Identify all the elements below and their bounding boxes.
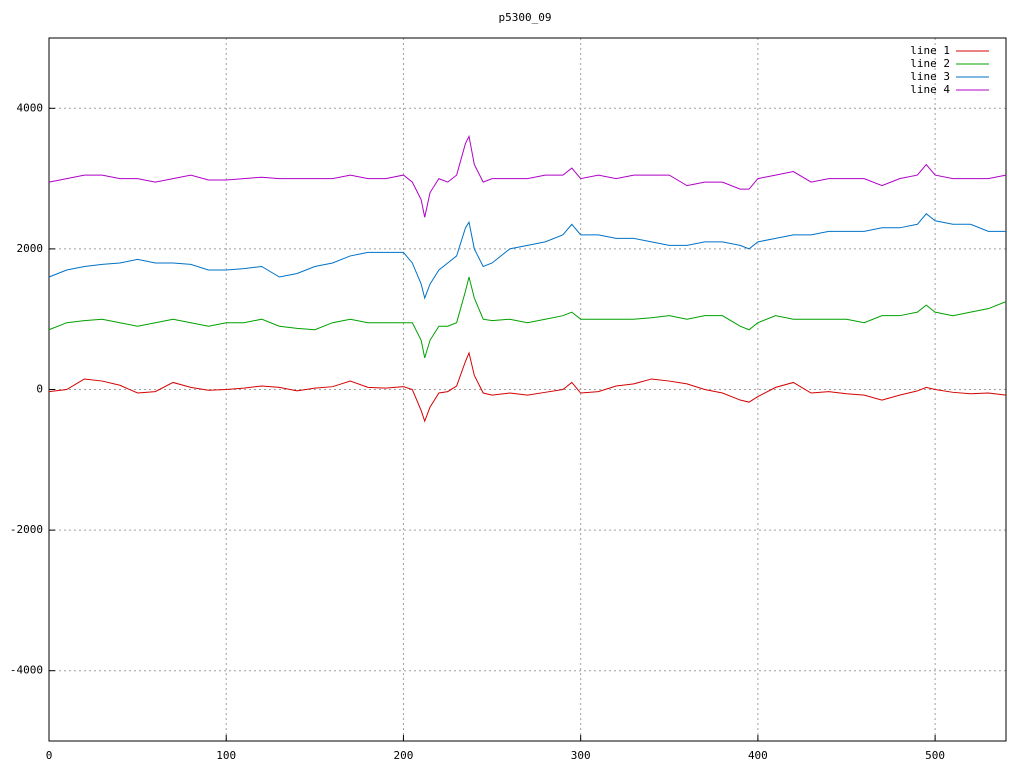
x-tick-label: 0 [46, 749, 53, 762]
plot-frame [48, 37, 1007, 742]
data-line [48, 213, 1006, 300]
x-tick-label: 500 [925, 749, 945, 762]
legend-label: line 2 [910, 57, 950, 70]
legend-label: line 3 [910, 70, 950, 83]
data-line [48, 351, 1007, 423]
y-tick-label: -2000 [10, 523, 43, 536]
legend-label: line 1 [910, 44, 950, 57]
x-tick-label: 400 [748, 749, 768, 762]
y-tick-label: -4000 [10, 664, 43, 677]
chart-title: p5300_09 [499, 11, 552, 24]
y-tick-label: 0 [36, 383, 43, 396]
data-line [48, 276, 1007, 359]
legend-label: line 4 [910, 83, 950, 96]
x-tick-label: 300 [571, 749, 591, 762]
y-tick-label: 4000 [17, 101, 44, 114]
y-tick-label: 2000 [17, 242, 44, 255]
x-tick-label: 100 [216, 749, 236, 762]
x-tick-label: 200 [394, 749, 414, 762]
data-line [48, 134, 1007, 218]
